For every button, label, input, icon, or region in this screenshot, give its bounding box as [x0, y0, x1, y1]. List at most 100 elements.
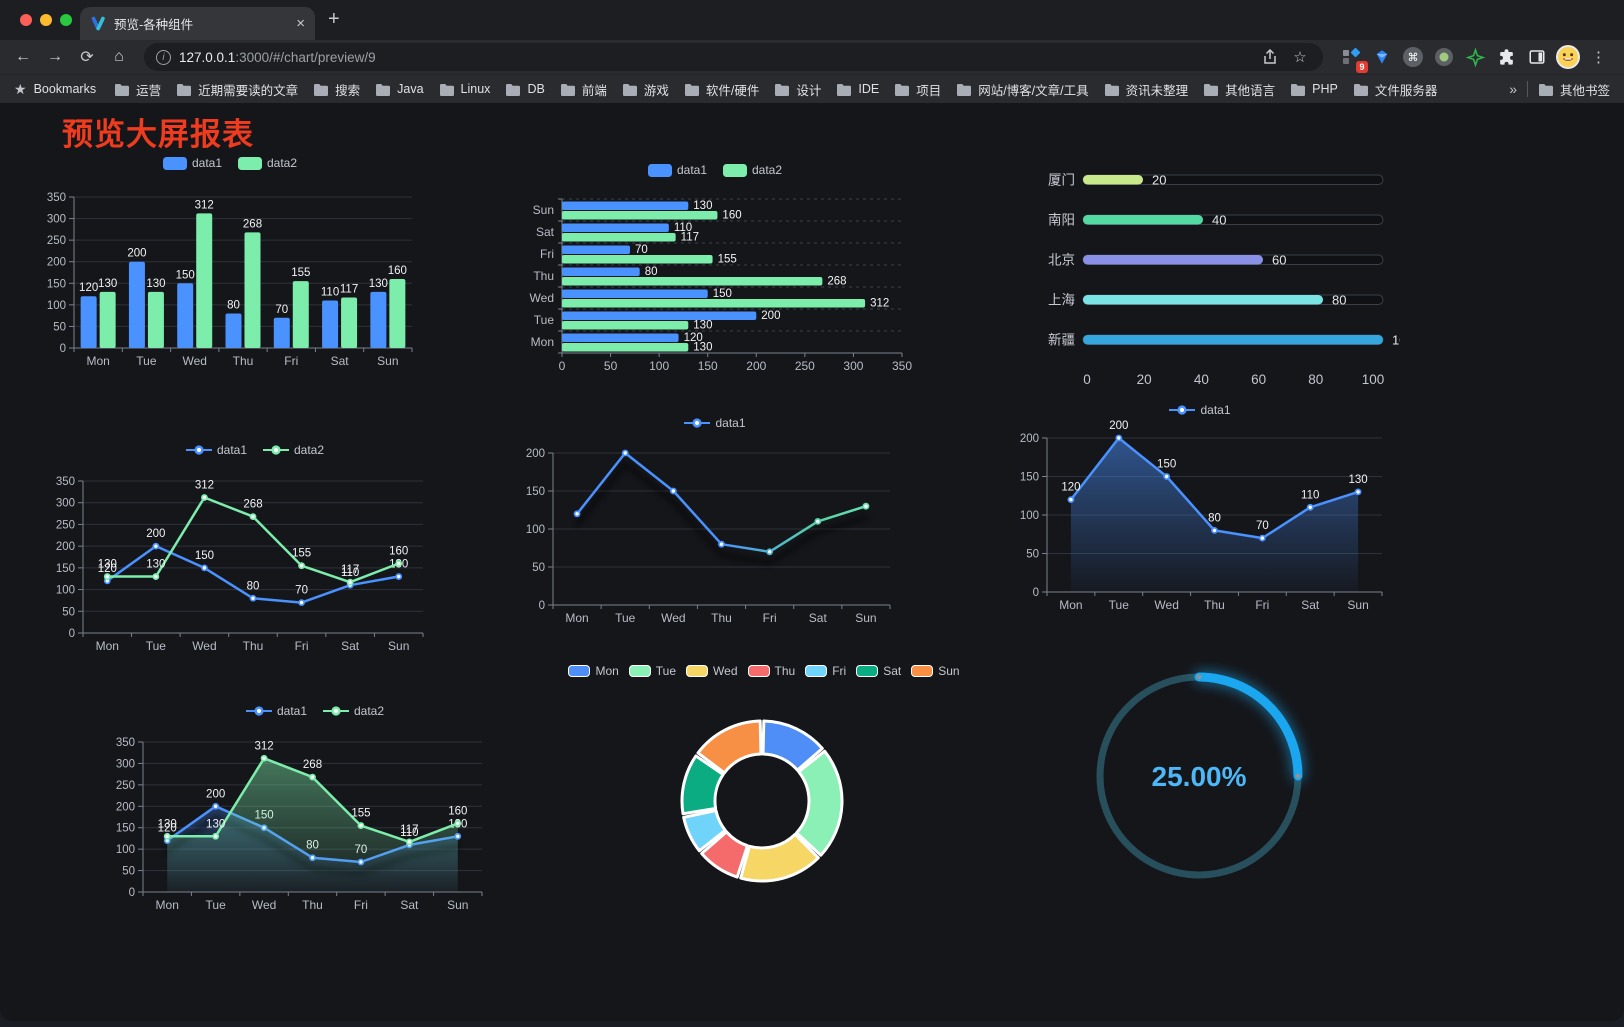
- progress-bar[interactable]: [1083, 175, 1143, 185]
- bar-segment[interactable]: [147, 291, 164, 348]
- legend-item-data2[interactable]: data2: [263, 443, 324, 457]
- bar-segment[interactable]: [562, 333, 679, 343]
- extension-gem-icon[interactable]: [1370, 45, 1394, 69]
- close-window-button[interactable]: [20, 14, 32, 26]
- bar-segment[interactable]: [562, 201, 689, 211]
- bookmark-folder[interactable]: PHP: [1290, 82, 1338, 96]
- city-progress-chart[interactable]: 厦门 20 南阳 40 北京 60 上海 80 新疆 100 0 20 40 60 80 100: [1005, 155, 1400, 390]
- bar-segment[interactable]: [370, 291, 387, 348]
- progress-bar[interactable]: [1083, 335, 1383, 345]
- address-bar[interactable]: i 127.0.0.1:3000/#/chart/preview/9 ☆: [144, 43, 1323, 71]
- double-area-line-chart[interactable]: data1 data2 0 50 100 150 200 250 300 350 Mon Tue Wed…: [105, 700, 525, 919]
- legend-item-Thu[interactable]: Thu: [747, 664, 795, 678]
- chart-canvas[interactable]: 0 50 100 150 200 Mon Tue Wed Thu Fri Sat Sun: [505, 412, 925, 630]
- bookmark-folder[interactable]: 搜索: [313, 80, 360, 99]
- legend-item-Fri[interactable]: Fri: [805, 664, 846, 678]
- bookmarks-manager[interactable]: ★ Bookmarks: [14, 81, 96, 98]
- maximize-window-button[interactable]: [60, 14, 72, 26]
- bar-segment[interactable]: [196, 213, 213, 348]
- bookmark-folder[interactable]: Linux: [439, 82, 490, 96]
- side-panel-icon[interactable]: [1525, 45, 1549, 69]
- chart-canvas[interactable]: 0 50 100 150 200 250 300 350 Mon Tue Wed Thu Fri Sat S…: [105, 700, 525, 919]
- bar-segment[interactable]: [562, 321, 689, 330]
- bookmark-folder[interactable]: 软件/硬件: [684, 80, 759, 99]
- bookmark-folder[interactable]: 设计: [774, 80, 821, 99]
- bookmark-folder[interactable]: IDE: [836, 82, 879, 96]
- chart-canvas[interactable]: 25.00%: [1090, 662, 1320, 887]
- bookmark-folder[interactable]: 运营: [114, 80, 161, 99]
- pie-slice-Mon[interactable]: [761, 719, 824, 772]
- horizontal-bar-chart[interactable]: data1 data2 0 50 100 150 200 250 300 350 Sun 130 160…: [505, 159, 925, 381]
- progress-bar[interactable]: [1083, 295, 1323, 305]
- bar-segment[interactable]: [273, 317, 290, 348]
- legend-item-data1[interactable]: data1: [162, 156, 222, 170]
- bookmark-folder[interactable]: DB: [505, 82, 545, 96]
- area-line-chart[interactable]: data1 0 50 100 150 200 Mon Tue Wed Thu Fri Sat Sun 12…: [1010, 399, 1390, 619]
- bar-segment[interactable]: [562, 233, 676, 242]
- bar-segment[interactable]: [322, 300, 339, 348]
- bar-segment[interactable]: [562, 211, 718, 220]
- chart-canvas[interactable]: 0 50 100 150 200 Mon Tue Wed Thu Fri Sat Sun 120 200 1…: [1010, 399, 1390, 619]
- bookmark-folder[interactable]: 其他语言: [1203, 80, 1275, 99]
- chart-canvas[interactable]: 0 50 100 150 200 250 300 350 Mon Tue Wed Thu Fri Sat S…: [45, 439, 465, 661]
- legend-item-data1[interactable]: data1: [185, 443, 247, 457]
- extension-star-icon[interactable]: [1463, 45, 1487, 69]
- bar-segment[interactable]: [562, 267, 640, 277]
- bookmark-folder[interactable]: 近期需要读的文章: [176, 80, 298, 99]
- legend-item-Sat[interactable]: Sat: [856, 664, 901, 678]
- bookmark-folder[interactable]: 前端: [560, 80, 607, 99]
- legend-item-Wed[interactable]: Wed: [686, 664, 738, 678]
- browser-tab[interactable]: 预览-各种组件 ×: [80, 7, 315, 40]
- weekday-donut-chart[interactable]: Mon Tue Wed Thu Fri Sat Sun: [568, 660, 960, 895]
- bar-segment[interactable]: [562, 289, 708, 299]
- bar-segment[interactable]: [177, 283, 194, 348]
- minimize-window-button[interactable]: [40, 14, 52, 26]
- reload-button-icon[interactable]: ⟳: [80, 49, 94, 66]
- site-info-icon[interactable]: i: [156, 49, 171, 65]
- bar-segment[interactable]: [562, 299, 866, 308]
- legend-item-data2[interactable]: data2: [723, 163, 782, 177]
- percent-gauge-chart[interactable]: 25.00%: [1090, 662, 1320, 887]
- legend-item-data1[interactable]: data1: [1169, 403, 1231, 417]
- new-tab-button[interactable]: +: [328, 8, 340, 30]
- bookmark-folder[interactable]: 游戏: [622, 80, 669, 99]
- bar-segment[interactable]: [80, 296, 97, 348]
- legend-item-data2[interactable]: data2: [323, 704, 384, 718]
- grouped-bar-chart[interactable]: data1 data2 0 50 100 150 200 250 300 350 Mon Tue Wed…: [40, 152, 420, 377]
- extension-record-icon[interactable]: [1432, 45, 1456, 69]
- legend-item-Tue[interactable]: Tue: [628, 664, 676, 678]
- pie-slice-Wed[interactable]: [739, 832, 820, 883]
- legend-item-data2[interactable]: data2: [238, 156, 297, 170]
- back-button-icon[interactable]: ←: [15, 48, 31, 65]
- legend-item-data1[interactable]: data1: [684, 416, 746, 430]
- bookmark-star-icon[interactable]: ☆: [1293, 49, 1307, 66]
- pie-slice-Sat[interactable]: [680, 754, 725, 816]
- chart-canvas[interactable]: 厦门 20 南阳 40 北京 60 上海 80 新疆 100 0 20 40 60 80 100: [1005, 155, 1400, 390]
- legend-item-data1[interactable]: data1: [245, 704, 307, 718]
- bookmark-folder[interactable]: 网站/博客/文章/工具: [956, 80, 1089, 99]
- legend-item-Mon[interactable]: Mon: [568, 664, 619, 678]
- url-text[interactable]: 127.0.0.1:3000/#/chart/preview/9: [179, 49, 376, 65]
- pie-slice-Tue[interactable]: [795, 749, 844, 857]
- bookmark-folder[interactable]: Java: [375, 82, 424, 96]
- bar-segment[interactable]: [244, 232, 261, 348]
- bookmark-folder[interactable]: 文件服务器: [1353, 80, 1437, 99]
- browser-menu-icon[interactable]: ⋮: [1591, 49, 1606, 66]
- bar-segment[interactable]: [562, 343, 689, 352]
- extension-grid-icon[interactable]: 9: [1339, 45, 1368, 73]
- extension-command-icon[interactable]: ⌘: [1401, 45, 1425, 69]
- bar-segment[interactable]: [99, 291, 116, 348]
- bar-segment[interactable]: [341, 297, 358, 348]
- extension-puzzle-icon[interactable]: [1494, 45, 1518, 69]
- chart-canvas[interactable]: [580, 660, 948, 895]
- bookmark-folder[interactable]: 项目: [894, 80, 941, 99]
- other-bookmarks-folder[interactable]: 其他书签: [1538, 80, 1610, 99]
- bar-segment[interactable]: [562, 245, 630, 255]
- progress-bar[interactable]: [1083, 255, 1263, 265]
- bar-segment[interactable]: [389, 278, 406, 348]
- bar-segment[interactable]: [562, 277, 823, 286]
- bar-segment[interactable]: [562, 311, 757, 321]
- legend-item-Sun[interactable]: Sun: [911, 664, 960, 678]
- bar-segment[interactable]: [128, 261, 145, 348]
